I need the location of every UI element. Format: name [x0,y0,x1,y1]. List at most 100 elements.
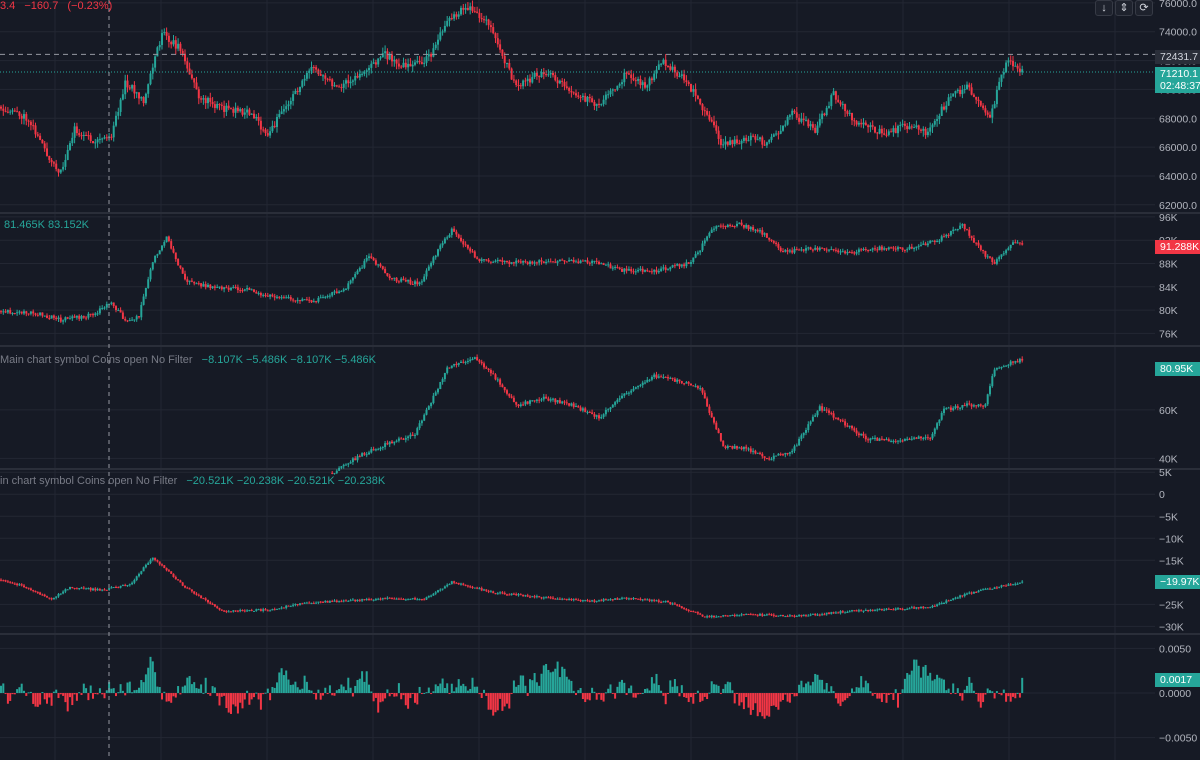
cvd1-candle [434,392,437,396]
oi-candle [48,317,51,319]
cvd2-candle [660,601,663,603]
cvd2-candle [147,563,150,565]
cvd1-candle [547,398,550,401]
price-candle [434,44,437,49]
price-candle [627,73,630,75]
hist-bar [16,689,19,694]
cvd1-candle [524,401,527,405]
hist-bar [910,670,913,694]
price-candle [6,111,9,113]
cvd2-candle [342,600,345,602]
oi-candle [243,289,246,291]
collapse-icon[interactable]: ⇕ [1115,0,1133,16]
price-candle [565,86,568,89]
oi-candle [89,313,92,315]
price-candle [839,102,842,105]
cvd2-candle [266,610,269,612]
price-candle [729,140,732,145]
cvd2-candle [669,602,672,604]
oi-candle [669,267,672,270]
cvd1-candle [439,382,442,390]
cvd2-candle [216,606,219,609]
oi-candle [404,280,407,282]
oi-candle [501,260,504,262]
price-candle [483,19,485,21]
cvd1-candle [508,393,511,397]
cvd2-candle [430,595,433,597]
hist-bar [259,693,262,710]
cvd2-candle [906,608,909,610]
cvd1-candle [938,419,941,424]
cvd2-candle [945,600,948,603]
cvd2-candle [66,589,69,591]
cvd1-candle [446,367,449,373]
cvd1-candle [857,433,860,436]
oi-candle [6,310,9,313]
cvd1-candle [1012,361,1014,363]
cvd2-candle [600,600,603,602]
cvd2-candle [200,595,203,599]
cvd2-candle [570,599,573,601]
price-candle [644,82,646,88]
oi-candle [310,300,313,303]
hist-bar [623,682,626,694]
price-candle [814,127,817,133]
hist-bar [103,693,106,699]
hist-bar [811,681,814,694]
hist-bar [791,693,794,695]
y-tick-label: −5K [1159,511,1178,523]
y-tick-label: 88K [1159,258,1178,270]
cvd2-candle [469,586,472,588]
cvd1-candle [593,414,596,417]
cvd2-candle [517,594,520,596]
hist-bar [273,687,276,694]
price-candle [135,92,138,94]
oi-candle [600,263,603,265]
cvd2-candle [25,587,28,589]
price-candle [830,95,833,107]
hist-bar [124,693,127,696]
oi-candle [602,263,605,266]
hist-bar [499,693,502,699]
oi-candle [876,249,879,251]
cvd2-candle [708,616,711,618]
oi-candle [437,249,439,256]
price-candle [36,134,39,136]
hist-bar [386,689,389,694]
hist-bar [11,693,14,695]
hist-bar [710,681,713,694]
hist-bar [342,686,345,694]
hist-bar [561,666,564,694]
cvd2-candle [607,599,610,601]
cvd1-candle [655,374,658,378]
cvd1-candle [998,367,1001,369]
cvd2-candle [568,599,571,601]
cvd1-candle [568,403,571,406]
cvd2-candle [78,587,81,589]
oi-candle [607,264,610,266]
hist-bar [586,693,589,700]
cvd2-candle [724,615,727,617]
oi-candle [402,278,405,281]
cvd1-candle [618,398,621,400]
scroll-down-icon[interactable]: ↓ [1095,0,1113,16]
hist-bar [218,693,221,706]
hist-bar [857,687,860,694]
oi-candle [411,283,414,285]
cvd2-candle [117,587,120,589]
oi-candle [936,241,939,243]
price-candle [119,99,122,112]
hist-bar [448,693,451,695]
cvd2-candle [466,585,469,587]
oi-candle [292,299,295,301]
oi-candle [959,225,962,229]
cvd1-candle [588,411,591,413]
cvd2-candle [961,595,964,597]
cvd1-candle [890,441,893,443]
cvd1-candle [763,456,766,458]
oi-candle [549,261,552,263]
refresh-icon[interactable]: ⟳ [1135,0,1153,16]
hist-bar [683,693,686,698]
cvd2-value-3: −20.521K [287,475,335,487]
